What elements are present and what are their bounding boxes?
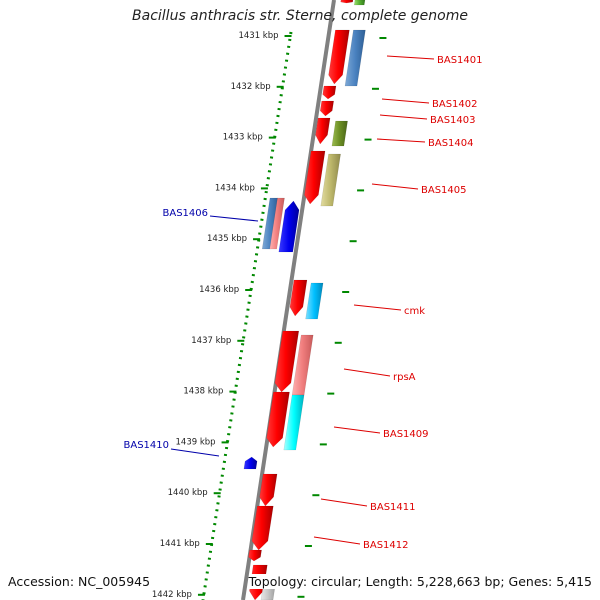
scale-tick-label: 1439 kbp xyxy=(176,437,216,447)
scale-tick-label: 1442 kbp xyxy=(152,590,192,600)
gene-leader-line xyxy=(320,498,368,507)
scale-tick-label: 1437 kbp xyxy=(191,336,231,346)
genome-summary: Topology: circular; Length: 5,228,663 bp… xyxy=(248,574,592,589)
gene-label: BAS1409 xyxy=(383,429,429,440)
gene-leader-line xyxy=(379,114,428,120)
scale-ticks: 1431 kbp 1432 kbp 1433 kbp 1434 kbp 1435 kbp… xyxy=(152,31,387,600)
gene-label: rpsA xyxy=(393,372,416,383)
scale-tick-label: 1431 kbp xyxy=(238,31,278,41)
gene-arrow xyxy=(243,456,258,470)
gene-label: BAS1405 xyxy=(421,185,467,196)
gene-label: BAS1406 xyxy=(163,208,209,219)
scale-tick-label: 1438 kbp xyxy=(183,387,223,397)
cds-bar xyxy=(344,29,366,87)
accession-label: Accession: NC_005945 xyxy=(8,574,151,589)
gene-label: BAS1404 xyxy=(428,138,474,149)
scale-tick-label: 1436 kbp xyxy=(199,285,239,295)
gene-leader-line xyxy=(371,183,419,190)
genome-backbone xyxy=(241,0,336,600)
gene-arrow xyxy=(248,549,262,562)
gene-leader-line xyxy=(209,215,259,222)
gene-labels: BAS1401 BAS1402 BAS1403 BAS1404 BAS1405 cmk rp… xyxy=(124,55,483,551)
gene-arrow xyxy=(340,0,354,4)
gene-arrow xyxy=(319,100,334,117)
gene-arrow xyxy=(304,150,326,205)
cds-bar xyxy=(305,282,324,320)
gene-label: BAS1401 xyxy=(437,55,483,66)
gene-label: BAS1402 xyxy=(432,99,478,110)
gene-label: BAS1410 xyxy=(124,440,170,451)
cds-bar xyxy=(331,120,348,147)
gene-label: BAS1412 xyxy=(363,540,409,551)
gene-label: BAS1411 xyxy=(370,502,416,513)
cds-bar xyxy=(269,197,285,250)
gene-label: BAS1403 xyxy=(430,115,476,126)
cds-bar xyxy=(320,153,341,207)
scale-tick-label: 1433 kbp xyxy=(223,133,263,143)
gene-arrow xyxy=(328,29,350,85)
gene-arrow xyxy=(266,391,290,448)
gene-arrow xyxy=(251,505,274,551)
gene-leader-line xyxy=(313,536,361,545)
gene-arrow xyxy=(315,117,331,145)
gene-leader-line xyxy=(386,55,435,60)
gene-leader-line xyxy=(381,98,430,104)
cds-bar xyxy=(353,0,366,6)
cds-bar xyxy=(283,394,305,451)
gene-arrow xyxy=(259,473,278,507)
gene-arrow xyxy=(274,330,300,393)
figure-title: Bacillus anthracis str. Sterne, complete… xyxy=(132,8,468,24)
scale-tick-label: 1434 kbp xyxy=(215,183,255,193)
gene-leader-line xyxy=(170,448,220,457)
scale-tick-label: 1441 kbp xyxy=(160,539,200,549)
gene-arrow xyxy=(289,279,308,317)
gene-features xyxy=(243,0,366,600)
gene-arrow xyxy=(278,200,300,253)
gene-arrow xyxy=(322,85,337,100)
scale-tick-label: 1440 kbp xyxy=(168,488,208,498)
gene-leader-line xyxy=(333,426,381,434)
gene-label: cmk xyxy=(404,306,425,317)
scale-tick-label: 1435 kbp xyxy=(207,234,247,244)
gene-leader-line xyxy=(353,304,402,311)
scale-track xyxy=(201,31,293,600)
gene-leader-line xyxy=(343,368,391,377)
gene-leader-line xyxy=(376,138,426,143)
scale-tick-label: 1432 kbp xyxy=(231,82,271,92)
